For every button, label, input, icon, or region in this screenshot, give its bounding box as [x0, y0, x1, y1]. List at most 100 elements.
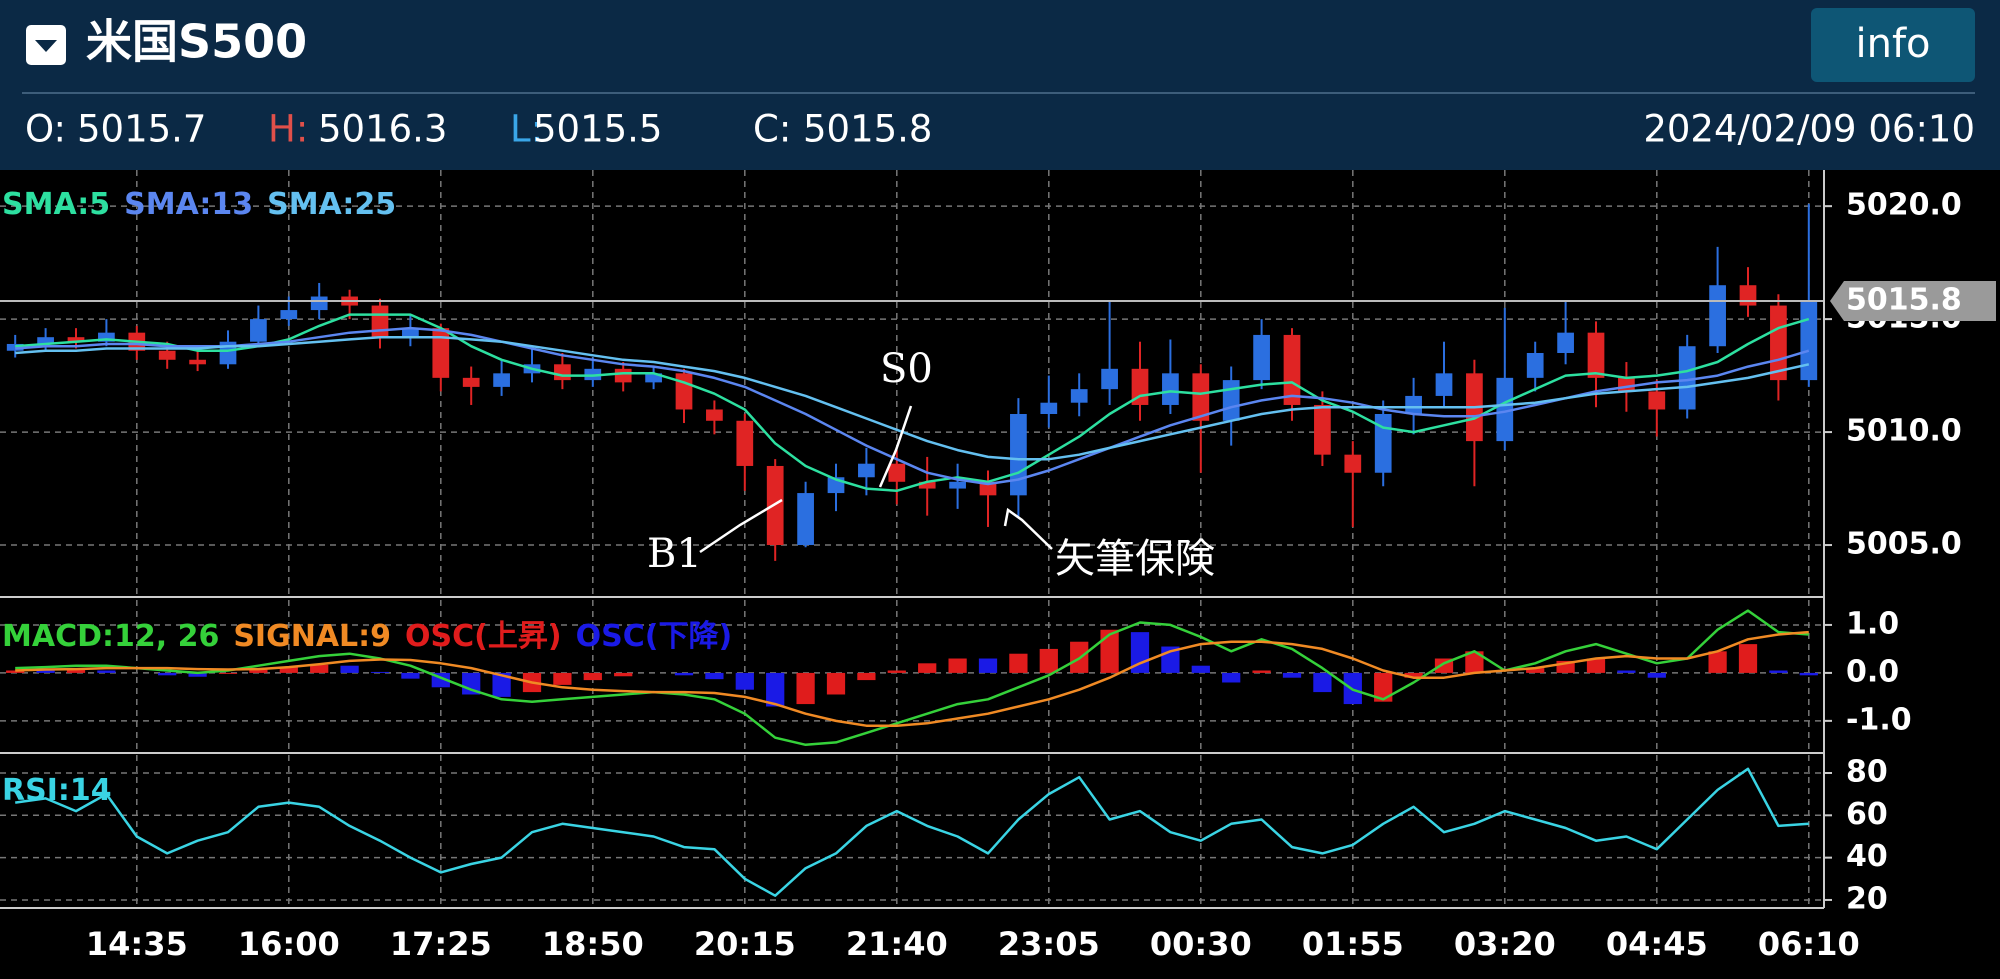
osc-bar: [948, 658, 967, 673]
osc-bar: [1769, 670, 1788, 673]
osc-bar: [918, 663, 937, 673]
candle-body: [888, 463, 906, 482]
last-price-tag: [1830, 281, 1996, 322]
osc-bar: [857, 672, 876, 681]
candle-body: [1587, 332, 1605, 378]
candle-body: [1192, 373, 1210, 421]
x-tick-label: 03:20: [1454, 925, 1556, 963]
osc-bar: [614, 672, 633, 677]
series-line: [15, 767, 1809, 897]
osc-bar: [249, 669, 268, 673]
osc-bar: [97, 670, 116, 673]
osc-bar: [1708, 651, 1727, 673]
osc-bar: [1313, 672, 1332, 693]
osc-bar: [1465, 651, 1484, 673]
osc-bar: [1526, 668, 1545, 673]
datetime: 2024/02/09 06:10: [1643, 108, 1975, 151]
osc-bar: [401, 672, 420, 679]
candle-body: [1253, 334, 1270, 381]
candle-body: [1648, 391, 1666, 410]
osc-bar: [158, 672, 177, 676]
legend: SMA:5 SMA:13 SMA:25: [2, 187, 396, 222]
osc-bar: [674, 672, 694, 676]
y-tick-label: 1.0: [1846, 606, 1899, 641]
legend-item: OSC(上昇): [405, 619, 562, 654]
osc-bar: [310, 664, 329, 673]
info-button-label[interactable]: info: [1855, 21, 1930, 67]
osc-bar: [1252, 670, 1271, 673]
legend-item: OSC(下降): [576, 619, 733, 654]
osc-bar: [1586, 658, 1606, 673]
annotation: B1: [647, 531, 702, 577]
candle-body: [1678, 346, 1696, 410]
candle-body: [67, 337, 85, 342]
osc-bar: [553, 672, 572, 685]
candle-body: [1800, 301, 1818, 381]
series-line: [15, 630, 1809, 727]
y-tick-label: 20: [1846, 881, 1888, 916]
osc-bar: [1100, 629, 1119, 673]
candle-body: [1344, 454, 1362, 473]
legend-item: SMA:25: [267, 187, 396, 222]
candle-body: [280, 310, 298, 320]
candle-body: [371, 305, 389, 338]
candle-body: [1222, 380, 1240, 421]
osc-bar: [188, 672, 207, 677]
osc-bar: [370, 671, 390, 673]
candle-body: [1709, 285, 1726, 347]
x-tick-label: 21:40: [846, 925, 948, 963]
osc-bar: [66, 669, 86, 673]
x-tick-label: 00:30: [1150, 925, 1252, 963]
y-tick-label: -1.0: [1846, 702, 1912, 737]
candle-body: [858, 463, 875, 478]
candle-body: [949, 481, 966, 489]
candle-body: [645, 373, 662, 383]
candle-body: [462, 377, 480, 387]
dropdown-icon: [35, 40, 57, 52]
candle-body: [1314, 404, 1331, 455]
info-button[interactable]: [1811, 8, 1975, 82]
ohlc-value: 5015.5: [533, 108, 662, 151]
candle-body: [979, 481, 997, 496]
osc-bar: [766, 672, 785, 707]
candle-body: [402, 328, 419, 338]
annotation-arrow: [1003, 507, 1053, 550]
annotation-line: [699, 498, 783, 554]
osc-bar: [1282, 672, 1302, 678]
handwritten-notes: S0 B1 矢筆保険: [647, 346, 1215, 582]
legend: MACD:12, 26 SIGNAL:9 OSC(上昇) OSC(下降): [2, 619, 732, 654]
osc-bar: [492, 672, 511, 697]
annotation-line: [878, 405, 913, 488]
candle-body: [310, 296, 328, 311]
x-tick-label: 04:45: [1606, 925, 1708, 963]
candle-body: [675, 373, 693, 410]
y-tick-label: 80: [1846, 754, 1888, 789]
candle-body: [432, 328, 450, 378]
y-tick-label: 0.0: [1846, 654, 1899, 689]
osc-bar: [1556, 660, 1575, 673]
candle-body: [1557, 332, 1574, 353]
x-tick-label: 06:10: [1758, 925, 1860, 963]
candle-body: [1526, 353, 1544, 378]
osc-bar: [1799, 672, 1818, 676]
x-tick-label: 16:00: [238, 925, 340, 963]
x-tick-label: 18:50: [542, 925, 644, 963]
legend-item: SMA:5: [2, 187, 110, 222]
osc-bar: [1222, 672, 1241, 683]
ohlc-value: 5015.8: [803, 108, 932, 151]
candle-body: [493, 373, 510, 387]
candle-body: [1496, 377, 1514, 442]
osc-bar: [279, 666, 298, 673]
osc-bar: [340, 665, 359, 673]
osc-bar: [1738, 644, 1758, 673]
x-tick-label: 14:35: [86, 925, 188, 963]
candle-body: [736, 420, 754, 466]
osc-bar: [705, 672, 724, 680]
candle-body: [554, 364, 571, 381]
candle-body: [1070, 389, 1088, 403]
osc-bar: [218, 672, 238, 674]
candle-body: [1162, 373, 1179, 405]
y-tick-label: 5010.0: [1846, 414, 1962, 449]
